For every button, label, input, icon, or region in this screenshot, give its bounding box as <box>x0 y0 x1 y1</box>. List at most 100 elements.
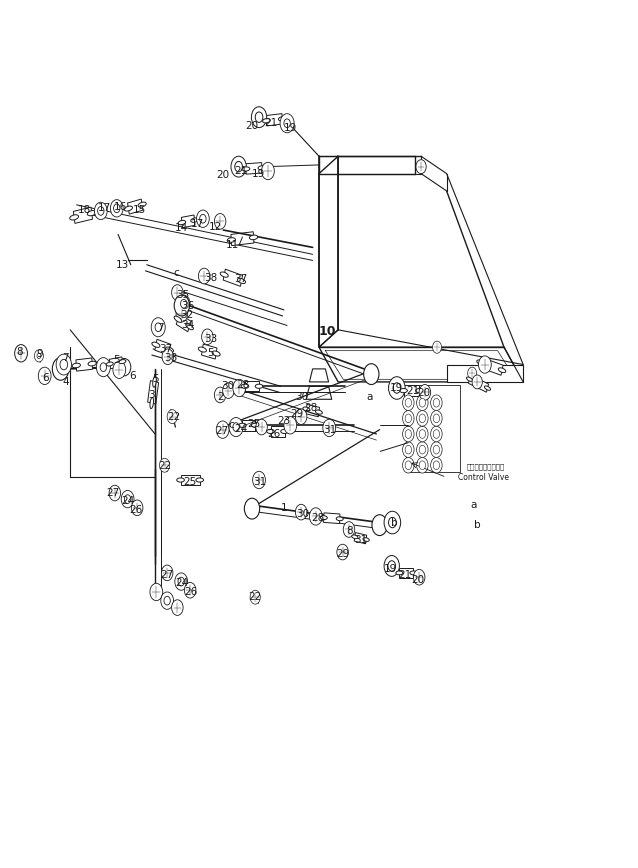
Circle shape <box>175 573 188 590</box>
Ellipse shape <box>477 360 484 365</box>
Ellipse shape <box>241 385 249 388</box>
Circle shape <box>384 556 399 576</box>
Circle shape <box>244 498 260 519</box>
Polygon shape <box>128 199 143 214</box>
Ellipse shape <box>498 368 506 372</box>
Circle shape <box>419 385 431 400</box>
Circle shape <box>124 495 131 503</box>
Text: 18: 18 <box>78 205 91 215</box>
Ellipse shape <box>255 385 263 388</box>
Text: 37: 37 <box>160 344 172 354</box>
Ellipse shape <box>220 272 228 277</box>
Ellipse shape <box>239 424 246 427</box>
Polygon shape <box>202 344 217 359</box>
Circle shape <box>433 414 440 423</box>
Circle shape <box>405 445 412 454</box>
Circle shape <box>468 367 477 379</box>
Text: 7: 7 <box>158 323 164 333</box>
Circle shape <box>250 590 260 604</box>
Polygon shape <box>76 358 93 372</box>
Circle shape <box>405 414 412 423</box>
Ellipse shape <box>320 516 327 520</box>
Polygon shape <box>323 513 340 523</box>
Circle shape <box>431 411 442 426</box>
Polygon shape <box>399 568 413 578</box>
Circle shape <box>417 442 428 457</box>
Polygon shape <box>73 207 93 223</box>
Text: 20: 20 <box>246 121 258 131</box>
Circle shape <box>419 461 426 470</box>
Polygon shape <box>231 232 254 246</box>
Text: 20: 20 <box>412 575 424 585</box>
Circle shape <box>431 457 442 473</box>
Circle shape <box>233 379 246 397</box>
Circle shape <box>161 592 174 609</box>
Text: 31: 31 <box>354 535 367 545</box>
Circle shape <box>419 414 426 423</box>
Text: 38: 38 <box>204 273 217 283</box>
Text: 30: 30 <box>297 509 309 519</box>
Text: 26: 26 <box>184 587 197 597</box>
Text: 10: 10 <box>318 326 336 338</box>
Polygon shape <box>447 365 523 382</box>
Text: 2: 2 <box>218 391 224 402</box>
Circle shape <box>177 295 190 312</box>
Circle shape <box>419 398 426 407</box>
Text: 17: 17 <box>191 219 204 229</box>
Circle shape <box>433 445 440 454</box>
Polygon shape <box>319 156 338 347</box>
Text: 13: 13 <box>116 260 129 270</box>
Ellipse shape <box>177 478 184 482</box>
Circle shape <box>393 383 401 393</box>
Text: 8: 8 <box>346 526 353 536</box>
Circle shape <box>337 544 348 560</box>
Text: 3: 3 <box>148 390 154 400</box>
Circle shape <box>433 461 440 470</box>
Polygon shape <box>109 357 123 369</box>
Text: 21: 21 <box>234 166 247 176</box>
Circle shape <box>214 214 226 229</box>
Ellipse shape <box>263 119 271 123</box>
Polygon shape <box>176 314 191 332</box>
Circle shape <box>417 411 428 426</box>
Text: 25: 25 <box>183 477 196 487</box>
Circle shape <box>223 383 234 398</box>
Ellipse shape <box>396 571 403 575</box>
Ellipse shape <box>87 211 96 216</box>
Circle shape <box>389 517 396 528</box>
Polygon shape <box>223 269 242 286</box>
Ellipse shape <box>278 116 286 121</box>
Text: 27: 27 <box>216 426 228 437</box>
Polygon shape <box>480 358 503 375</box>
Text: 21: 21 <box>265 118 278 128</box>
Circle shape <box>419 445 426 454</box>
Ellipse shape <box>198 347 207 352</box>
Ellipse shape <box>124 206 133 211</box>
Circle shape <box>431 442 442 457</box>
Polygon shape <box>155 339 170 355</box>
Text: 22: 22 <box>167 411 180 422</box>
Circle shape <box>167 410 177 424</box>
Circle shape <box>403 411 414 426</box>
Text: 1: 1 <box>281 503 287 513</box>
Circle shape <box>235 161 242 172</box>
Text: 34: 34 <box>182 319 195 330</box>
Ellipse shape <box>415 389 423 392</box>
Circle shape <box>388 561 396 571</box>
Circle shape <box>131 500 143 516</box>
Text: b: b <box>474 520 480 530</box>
Circle shape <box>198 268 210 284</box>
Circle shape <box>417 426 428 442</box>
Circle shape <box>478 356 491 373</box>
Circle shape <box>164 596 170 605</box>
Ellipse shape <box>196 478 204 482</box>
Text: 27: 27 <box>161 569 174 580</box>
Text: c: c <box>228 420 235 431</box>
Text: 5: 5 <box>113 355 119 365</box>
Circle shape <box>403 442 414 457</box>
Text: 24: 24 <box>121 496 134 506</box>
Polygon shape <box>354 533 367 543</box>
Text: 12: 12 <box>209 222 222 233</box>
Text: 32: 32 <box>180 310 193 320</box>
Circle shape <box>280 114 294 133</box>
